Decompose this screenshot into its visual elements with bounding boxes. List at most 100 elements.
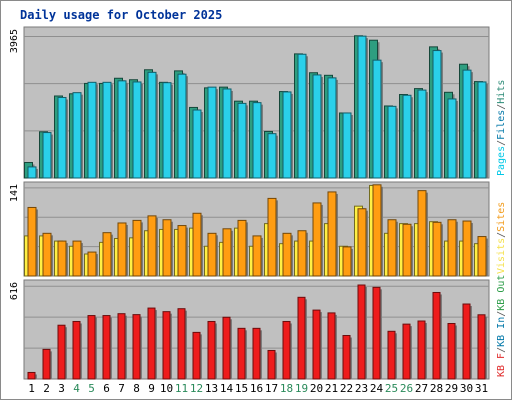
bar-files-day-11 [177, 73, 187, 179]
bar-sites-day-19 [297, 230, 307, 277]
bar-kb-f-day-12 [192, 331, 201, 380]
bar-kb-f-day-10 [162, 311, 171, 380]
bar-sites-day-8 [132, 219, 142, 277]
legend-entry: / [496, 104, 507, 110]
legend-entry: F [496, 353, 507, 359]
bar-files-day-10 [162, 82, 172, 179]
bar-files-day-1 [27, 166, 37, 179]
bar-kb-f-day-31 [477, 314, 486, 380]
x-tick-label-day-1: 1 [28, 382, 35, 395]
bar-sites-day-4 [72, 240, 82, 277]
panel-legend: Pages/Files/Hits [496, 80, 507, 176]
x-tick-label-day-28: 28 [430, 382, 443, 395]
x-tick-label-day-27: 27 [415, 382, 428, 395]
bar-files-day-4 [72, 92, 82, 179]
bar-sites-day-9 [147, 215, 157, 277]
bar-files-day-21 [327, 77, 337, 179]
x-tick-label-day-13: 13 [205, 382, 218, 395]
bar-files-day-22 [342, 112, 352, 179]
bar-files-day-24 [372, 59, 382, 179]
bar-kb-f-day-29 [447, 323, 456, 380]
bar-files-day-8 [132, 81, 142, 179]
bar-files-day-28 [432, 50, 442, 179]
x-tick-label-day-16: 16 [250, 382, 263, 395]
bar-sites-day-11 [177, 225, 187, 277]
bar-sites-day-18 [282, 232, 292, 277]
y-axis-max-label: 141 [9, 184, 20, 202]
bar-files-day-19 [297, 53, 307, 179]
bar-sites-day-14 [222, 228, 232, 277]
bar-files-day-13 [207, 86, 217, 179]
x-tick-label-day-26: 26 [400, 382, 413, 395]
x-tick-label-day-19: 19 [295, 382, 308, 395]
bar-kb-f-day-14 [222, 316, 231, 380]
panel-legend: Visits/Sites [496, 202, 507, 274]
panel-visits-sites: 141 Visits/Sites [9, 181, 507, 277]
bar-kb-f-day-21 [327, 312, 336, 380]
bar-sites-day-28 [432, 221, 442, 277]
x-tick-label-day-18: 18 [280, 382, 293, 395]
legend-entry: / [496, 232, 507, 238]
bar-files-day-2 [42, 132, 52, 179]
bar-kb-f-day-8 [132, 314, 141, 380]
bar-sites-day-5 [87, 251, 97, 277]
bar-sites-day-1 [27, 206, 37, 277]
bar-sites-day-2 [42, 232, 52, 277]
x-tick-label-day-5: 5 [88, 382, 95, 395]
bar-sites-day-22 [342, 246, 352, 277]
x-tick-label-day-4: 4 [73, 382, 80, 395]
legend-entry: Sites [496, 202, 507, 232]
panel-legend: KB F/KB In/KB Out [496, 275, 507, 377]
x-tick-label-day-14: 14 [220, 382, 234, 395]
x-tick-label-day-8: 8 [133, 382, 140, 395]
bar-kb-f-day-3 [57, 324, 66, 380]
x-tick-label-day-21: 21 [325, 382, 338, 395]
bar-files-day-25 [387, 105, 397, 179]
bar-kb-f-day-17 [267, 349, 276, 380]
legend-entry: Pages [496, 146, 507, 176]
bar-sites-day-7 [117, 222, 127, 277]
bar-kb-f-day-7 [117, 313, 126, 380]
x-tick-label-day-12: 12 [190, 382, 203, 395]
bar-sites-day-29 [447, 219, 457, 277]
legend-entry: KB [496, 293, 507, 311]
legend-entry: Visits [496, 238, 507, 274]
y-axis-max-label: 616 [9, 282, 20, 300]
legend-entry: In [496, 317, 507, 329]
bar-sites-day-3 [57, 240, 67, 277]
bar-kb-f-day-24 [372, 286, 381, 380]
bar-kb-f-day-23 [357, 284, 366, 380]
x-axis-day-labels: 1 2 3 4 5 6 7 8 9 10 11 12 13 14 15 16 17 18 19 20 21 22 23 24 2… [28, 382, 488, 395]
bar-kb-f-day-1 [27, 371, 36, 380]
bar-files-day-17 [267, 133, 277, 179]
legend-entry: Hits [496, 80, 507, 104]
bar-kb-f-day-9 [147, 307, 156, 380]
x-tick-label-day-29: 29 [445, 382, 458, 395]
bar-sites-day-25 [387, 219, 397, 277]
bar-sites-day-6 [102, 232, 112, 277]
bar-sites-day-16 [252, 235, 262, 277]
x-tick-label-day-3: 3 [58, 382, 65, 395]
x-tick-label-day-24: 24 [370, 382, 384, 395]
bar-sites-day-21 [327, 191, 337, 277]
bar-files-day-7 [117, 80, 127, 179]
bar-files-day-20 [312, 74, 322, 179]
bar-kb-f-day-25 [387, 330, 396, 380]
legend-entry: KB [496, 329, 507, 347]
bar-files-day-9 [147, 71, 157, 179]
bar-sites-day-13 [207, 232, 217, 277]
bar-files-day-14 [222, 88, 232, 179]
legend-entry: / [496, 347, 507, 353]
x-tick-label-day-15: 15 [235, 382, 248, 395]
x-tick-label-day-7: 7 [118, 382, 125, 395]
bar-files-day-26 [402, 94, 412, 179]
bar-files-day-30 [462, 69, 472, 179]
bar-sites-day-20 [312, 202, 322, 277]
bar-sites-day-15 [237, 219, 247, 277]
bar-kb-f-day-4 [72, 320, 81, 380]
bar-sites-day-10 [162, 219, 172, 277]
bar-sites-day-30 [462, 220, 472, 277]
